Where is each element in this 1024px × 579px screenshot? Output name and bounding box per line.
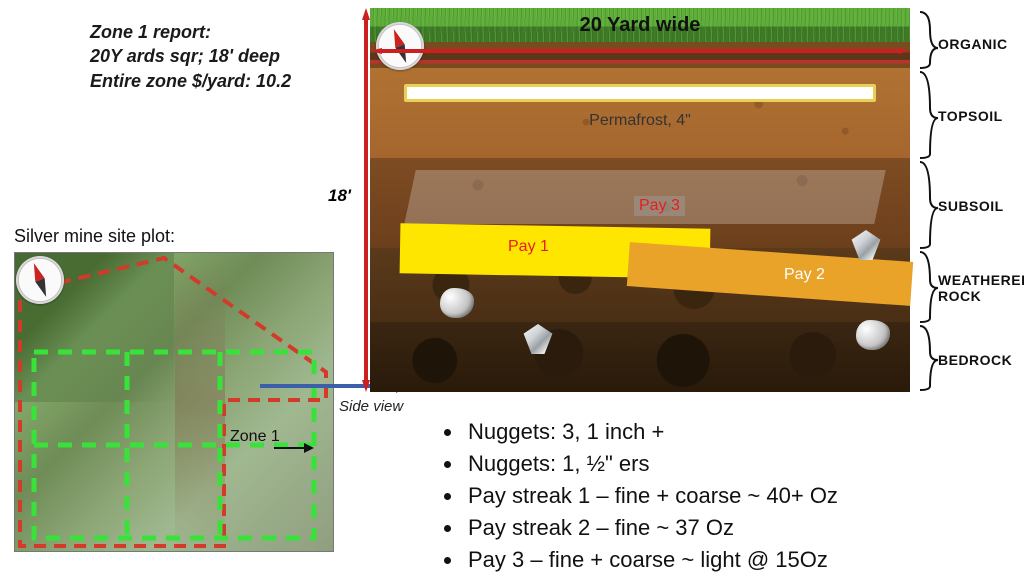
side-view-label: Side view	[339, 398, 403, 415]
zone-report: Zone 1 report: 20Y ards sqr; 18' deep En…	[90, 20, 291, 93]
strata-brackets	[916, 8, 940, 392]
strata-label-subsoil: SUBSOIL	[938, 198, 1004, 214]
site-plot-caption: Silver mine site plot:	[14, 226, 175, 247]
site-plot: Zone 1	[14, 252, 334, 552]
permafrost-label: Permafrost, 4"	[370, 112, 910, 130]
strata-label-topsoil: TOPSOIL	[938, 108, 1003, 124]
findings-item: Nuggets: 1, ½" ers	[464, 448, 838, 480]
depth-arrow	[362, 8, 370, 392]
findings-item: Pay streak 2 – fine ~ 37 Oz	[464, 512, 838, 544]
pay1-label: Pay 1	[508, 238, 549, 256]
pay3-label: Pay 3	[634, 196, 685, 216]
pay2-label: Pay 2	[784, 266, 825, 284]
findings-list: Nuggets: 3, 1 inch + Nuggets: 1, ½" ers …	[440, 416, 838, 575]
zone1-pointer-arrow	[274, 440, 314, 456]
zone1-label: Zone 1	[230, 428, 280, 446]
zone-report-line: Entire zone $/yard: 10.2	[90, 69, 291, 93]
findings-item: Nuggets: 3, 1 inch +	[464, 416, 838, 448]
compass-icon	[376, 22, 424, 70]
zone-report-line: 20Y ards sqr; 18' deep	[90, 44, 291, 68]
layer-organic	[370, 42, 910, 68]
aerial-image	[14, 252, 334, 552]
layer-bedrock	[370, 322, 910, 392]
strata-label-organic: ORGANIC	[938, 36, 1008, 52]
width-label: 20 Yard wide	[370, 14, 910, 37]
findings-item: Pay 3 – fine + coarse ~ light @ 15Oz	[464, 544, 838, 576]
permafrost-bar	[404, 84, 876, 102]
compass-icon	[16, 256, 64, 304]
depth-label: 18'	[328, 186, 351, 206]
strata-labels: ORGANIC TOPSOIL SUBSOIL WEATHERED ROCK B…	[916, 8, 1024, 392]
findings-item: Pay streak 1 – fine + coarse ~ 40+ Oz	[464, 480, 838, 512]
strata-label-bedrock: BEDROCK	[938, 352, 1012, 368]
cross-section: 20 Yard wide Permafrost, 4" Pay 3 Pay 1 …	[370, 8, 910, 392]
strata-label-weathered: WEATHERED ROCK	[938, 272, 1024, 304]
width-arrow	[370, 48, 910, 54]
zone-report-line: Zone 1 report:	[90, 20, 291, 44]
